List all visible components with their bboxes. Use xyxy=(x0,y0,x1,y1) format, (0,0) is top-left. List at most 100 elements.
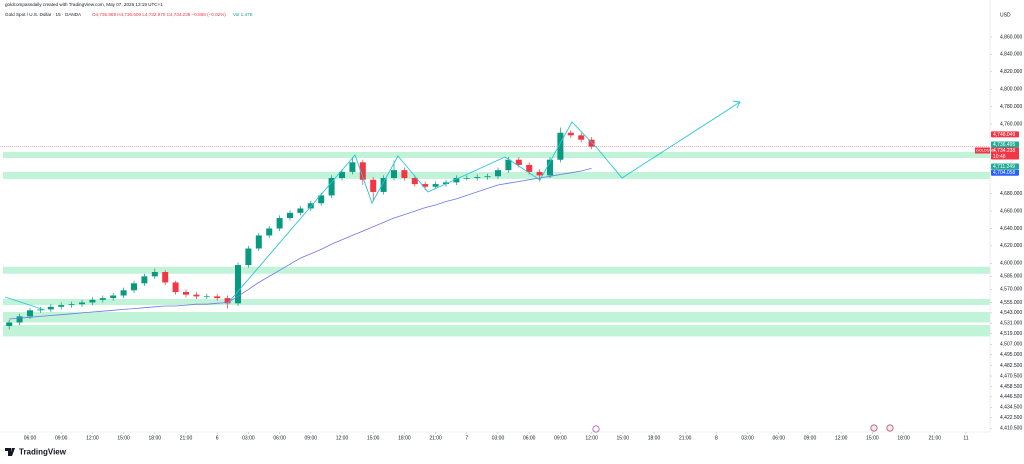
candle-body xyxy=(297,208,304,213)
candle-body xyxy=(141,276,148,284)
candle-body xyxy=(27,310,33,317)
logo-dot xyxy=(11,448,14,451)
x-tick-label: 06:00 xyxy=(523,435,536,441)
candle-body xyxy=(99,298,106,300)
zone xyxy=(3,325,990,337)
x-tick-label: 12:00 xyxy=(835,435,848,441)
x-tick-label: 18:00 xyxy=(149,435,162,441)
y-tick-label: 4,482.500 xyxy=(1000,363,1022,369)
price-label-box xyxy=(991,131,1019,138)
candle-body xyxy=(536,171,543,176)
candle-body xyxy=(162,272,169,283)
candle-body xyxy=(495,170,501,177)
candle-body xyxy=(391,170,397,178)
candle-body xyxy=(328,177,335,196)
zone xyxy=(3,266,990,274)
candle-body xyxy=(443,182,449,185)
y-tick-label: 4,519.000 xyxy=(1000,331,1022,337)
candle-body xyxy=(474,177,481,178)
y-tick-label: 4,600.000 xyxy=(1000,261,1022,267)
x-tick-label: 03:00 xyxy=(492,435,505,441)
candle-body xyxy=(151,272,158,277)
candle-body xyxy=(339,171,345,178)
candle-body xyxy=(515,159,522,165)
x-tick-label: 8 xyxy=(715,435,718,441)
x-tick-label: 06:00 xyxy=(773,435,786,441)
candle-body xyxy=(68,304,75,306)
projection-arrowhead xyxy=(732,100,741,109)
candle-body xyxy=(411,177,418,185)
price-label: 4,711.249 xyxy=(993,164,1015,170)
y-tick-label: 4,800.000 xyxy=(1000,87,1022,93)
y-tick-label: 4,660.000 xyxy=(1000,208,1022,214)
candle-body xyxy=(193,294,200,297)
zone xyxy=(3,298,990,306)
logo-text: TradingView xyxy=(19,448,67,457)
candle-body xyxy=(349,162,356,172)
economic-event-icon[interactable] xyxy=(870,424,878,432)
x-tick-label: 12:00 xyxy=(585,435,598,441)
candle-body xyxy=(359,162,366,180)
x-tick-label: 09:00 xyxy=(554,435,567,441)
candle-body xyxy=(505,159,512,171)
y-tick-label: 4,860.000 xyxy=(1000,34,1022,40)
y-tick-label: 4,422.500 xyxy=(1000,415,1022,421)
x-tick-label: 18:00 xyxy=(398,435,411,441)
x-tick-label: 15:00 xyxy=(617,435,630,441)
candle-body xyxy=(370,179,377,192)
candle-body xyxy=(89,299,96,303)
y-tick-label: 4,543.000 xyxy=(1000,310,1022,316)
x-tick-label: 09:00 xyxy=(55,435,68,441)
x-tick-label: 06:00 xyxy=(273,435,286,441)
candle-body xyxy=(214,296,221,299)
candle-body xyxy=(432,184,439,187)
price-label: 4,704.058 xyxy=(993,170,1015,176)
candle-body xyxy=(453,177,460,183)
economic-event-icon[interactable] xyxy=(886,424,894,432)
plot xyxy=(0,127,990,330)
y-tick-label: 4,555.000 xyxy=(1000,300,1022,306)
y-tick-label: 4,507.000 xyxy=(1000,342,1022,348)
candle-body xyxy=(183,292,189,295)
event-icon[interactable] xyxy=(592,425,600,433)
y-tick-label: 4,446.500 xyxy=(1000,394,1022,400)
candle-body xyxy=(37,309,44,311)
zone xyxy=(3,312,990,323)
x-tick-label: 18:00 xyxy=(648,435,661,441)
candle-body xyxy=(484,176,491,178)
y-tick-label: 4,570.000 xyxy=(1000,287,1022,293)
x-tick-label: 03:00 xyxy=(741,435,754,441)
y-tick-label: 4,410.500 xyxy=(1000,426,1022,432)
x-tick-label: 11 xyxy=(963,435,968,441)
price-label-box xyxy=(991,141,1019,148)
candle-body xyxy=(245,248,252,266)
candle-body xyxy=(224,298,231,304)
y-tick-label: 4,680.000 xyxy=(1000,191,1022,197)
price-label-box xyxy=(991,169,1019,176)
candle-body xyxy=(203,296,210,298)
candle-body xyxy=(588,139,595,147)
projection-path xyxy=(227,101,741,304)
x-tick-label: 7 xyxy=(465,435,468,441)
countdown: 10:48 xyxy=(993,154,1006,160)
y-tick-label: 4,495.000 xyxy=(1000,352,1022,358)
candle-body xyxy=(6,322,13,326)
candle-body xyxy=(131,283,137,291)
candle-body xyxy=(47,306,54,310)
volume-value: Vol 1.47K xyxy=(233,12,254,17)
candle-body xyxy=(318,195,325,204)
price-label-box xyxy=(991,147,1019,160)
price-label: 4,736.495 xyxy=(993,142,1015,148)
candle-body xyxy=(172,282,179,293)
ohlc-values: O4,735.869 H4,736.609 L4,732.970 C4,734.… xyxy=(92,12,226,17)
candle-body xyxy=(287,212,293,219)
x-tick-label: 15:00 xyxy=(367,435,380,441)
y-tick-label: 4,760.000 xyxy=(1000,121,1022,127)
candle-body xyxy=(79,302,85,305)
candle-body xyxy=(110,295,117,299)
price-label: 4,734.238 xyxy=(993,148,1015,154)
x-tick-label: 06:00 xyxy=(24,435,37,441)
